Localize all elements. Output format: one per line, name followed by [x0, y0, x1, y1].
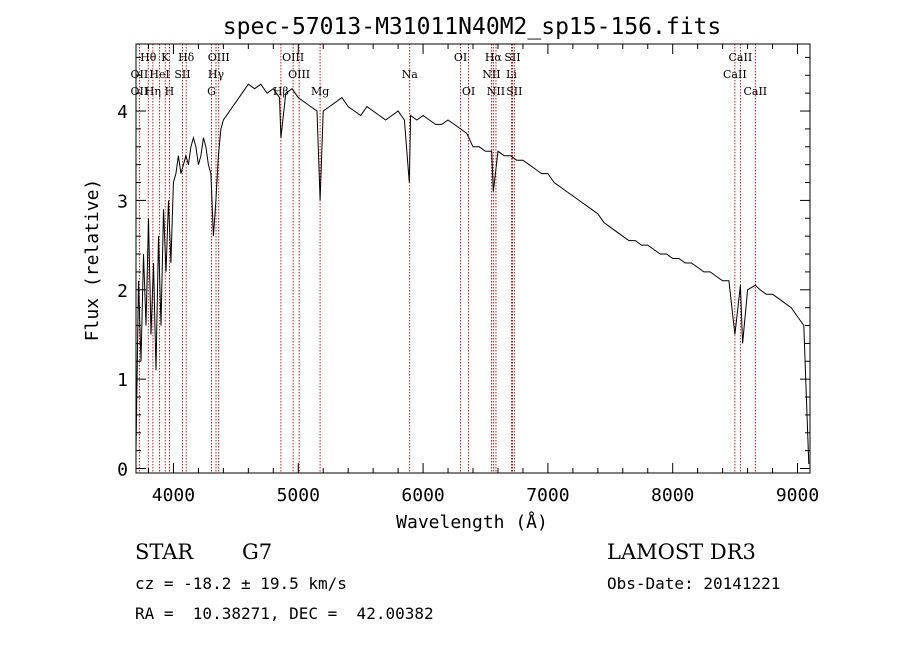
- y-tick-label: 0: [117, 460, 128, 481]
- object-subclass: G7: [242, 540, 273, 564]
- emission-line-label: Hδ: [178, 51, 195, 64]
- survey-name: LAMOST DR3: [607, 540, 756, 564]
- x-axis-label: Wavelength (Å): [396, 511, 548, 533]
- emission-line-label: CaII: [729, 51, 753, 64]
- plot-frame: [135, 43, 811, 474]
- chart-title: spec-57013-M31011N40M2_sp15-156.fits: [223, 14, 722, 40]
- emission-line-label: Hθ: [140, 51, 157, 64]
- y-axis-label: Flux (relative): [82, 179, 103, 342]
- y-tick-label: 3: [117, 191, 128, 212]
- emission-line-label: Mg: [311, 85, 329, 98]
- x-tick-label: 7000: [526, 485, 569, 506]
- emission-line-label: H: [165, 85, 175, 98]
- y-tick-label: 4: [117, 102, 128, 123]
- emission-line-label: CaII: [723, 68, 747, 81]
- emission-line-label: SII: [506, 85, 522, 98]
- spectrum-line: [135, 83, 810, 465]
- emission-line-label: OI: [462, 85, 475, 98]
- emission-line-label: SII: [174, 68, 190, 81]
- object-class: STAR: [135, 540, 194, 564]
- x-tick-label: 8000: [651, 485, 694, 506]
- emission-line-label: Na: [402, 68, 419, 81]
- emission-line-label: Hγ: [208, 68, 225, 81]
- y-tick-label: 1: [117, 370, 128, 391]
- x-tick-label: 5000: [277, 485, 320, 506]
- emission-line-label: Hα: [485, 51, 503, 64]
- emission-line-label: OII: [131, 68, 149, 81]
- redshift-readout: cz = -18.2 ± 19.5 km/s: [135, 574, 347, 593]
- emission-line-label: G: [207, 85, 216, 98]
- x-tick-label: 6000: [401, 485, 444, 506]
- emission-line-label: OII: [131, 85, 149, 98]
- emission-line-label: Li: [506, 68, 517, 81]
- emission-line-label: NII: [487, 85, 505, 98]
- x-tick-label: 4000: [152, 485, 195, 506]
- x-axis: 4000 5000 6000 7000 8000 9000: [147, 44, 819, 506]
- y-axis: 0 1 2 3 4: [117, 56, 810, 481]
- emission-line-label: OI: [454, 51, 467, 64]
- emission-line-label: OIII: [208, 51, 230, 64]
- emission-line-label: OIII: [288, 68, 310, 81]
- obs-date: Obs-Date: 20141221: [607, 574, 781, 593]
- emission-line-label: CaII: [743, 85, 767, 98]
- emission-line-label: HeI: [149, 68, 169, 81]
- coordinates: RA = 10.38271, DEC = 42.00382: [135, 604, 434, 623]
- x-tick-label: 9000: [776, 485, 819, 506]
- emission-line-label: NII: [482, 68, 500, 81]
- emission-line-label: OIII: [282, 51, 304, 64]
- y-tick-label: 2: [117, 281, 128, 302]
- emission-line-label: K: [161, 51, 170, 64]
- emission-line-label: SII: [504, 51, 520, 64]
- emission-line-label: Hη: [145, 85, 161, 98]
